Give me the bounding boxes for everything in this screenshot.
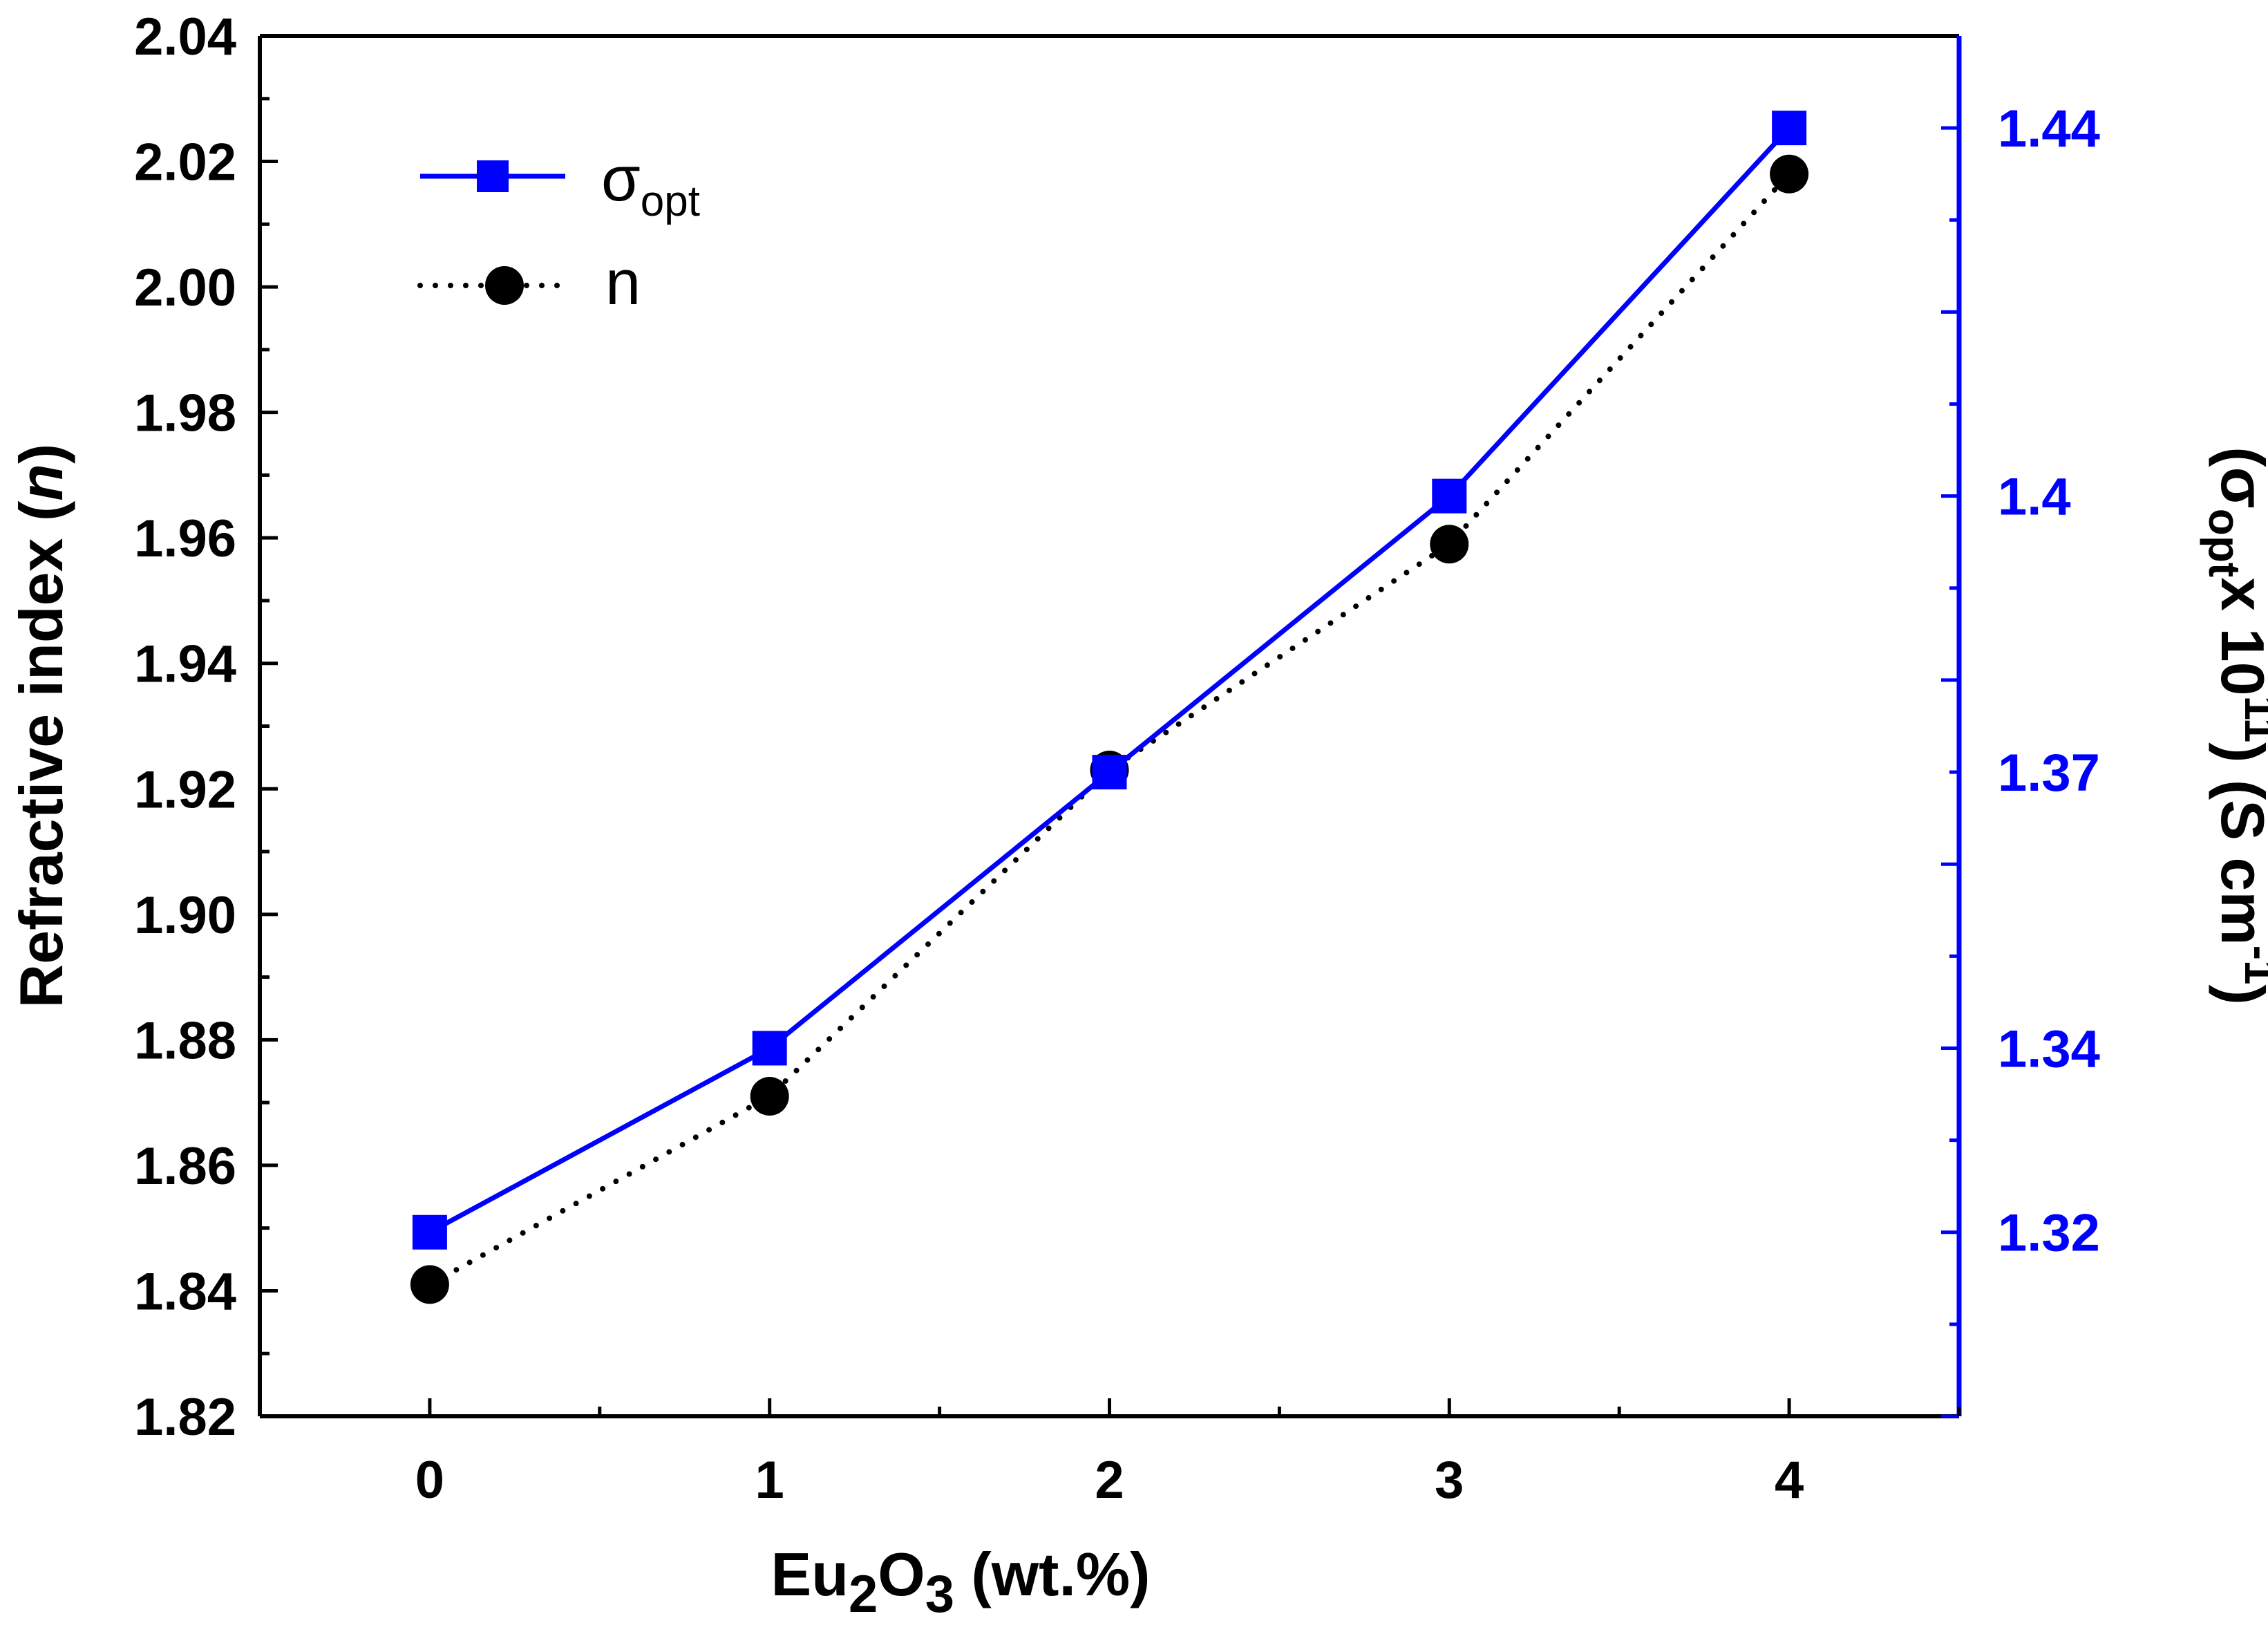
x-tick-label: 1 [755, 1451, 784, 1510]
series-layer [410, 111, 1809, 1304]
sigma-opt-point [752, 1031, 787, 1066]
n-point [750, 1077, 789, 1116]
x-tick-label: 0 [415, 1451, 444, 1510]
n-point [1770, 154, 1809, 194]
x-title-sub1: 2 [849, 1565, 878, 1624]
x-tick-label: 2 [1095, 1451, 1124, 1510]
x-tick-label: 4 [1775, 1451, 1804, 1510]
y-left-title: Refractive index (n) [7, 444, 75, 1008]
y-left-tick-label: 1.82 [134, 1388, 236, 1447]
y-right-title: (σoptx 1011) (S cm-1) [2200, 447, 2268, 1005]
y-left-tick-label: 1.94 [134, 635, 236, 694]
sigma-opt-point [412, 1214, 447, 1250]
y-right-title-sup2: -1 [2236, 946, 2268, 985]
y-left-tick-label: 2.00 [134, 259, 236, 317]
y-right-title-close: ) [2209, 984, 2268, 1004]
legend-sigma-label: σopt [601, 144, 700, 225]
y-left-tick-label: 1.98 [134, 384, 236, 443]
y-left-tick-label: 1.86 [134, 1137, 236, 1196]
legend-sigma-marker [477, 160, 509, 192]
x-title-mid: O [878, 1540, 925, 1608]
legend-n-label: n [605, 247, 641, 318]
y-right-title-mid: x 10 [2209, 577, 2268, 695]
y-right-tick-label: 1.37 [1998, 744, 2100, 802]
y-left-title-end: ) [7, 444, 75, 464]
y-right-title-sup: 11 [2236, 696, 2268, 743]
n-point [1430, 525, 1469, 564]
sigma-opt-point [1092, 755, 1127, 790]
y-right-title-sub: opt [2200, 509, 2249, 578]
y-right-tick-label: 1.4 [1998, 468, 2071, 527]
x-title: Eu2O3 (wt.%) [771, 1540, 1151, 1624]
y-right-tick-label: 1.32 [1998, 1204, 2100, 1263]
sigma-opt-point [1432, 478, 1467, 514]
y-right-title-unit: ) (S cm [2209, 742, 2268, 945]
x-tick-label: 3 [1435, 1451, 1464, 1510]
y-left-tick-label: 1.96 [134, 509, 236, 568]
legend-sigma-sub: opt [641, 178, 700, 225]
y-right-tick-label: 1.34 [1998, 1020, 2100, 1078]
y-left-tick-label: 2.04 [134, 8, 236, 66]
y-right-title-open: (σ [2209, 447, 2268, 509]
y-left-title-text: Refractive index ( [7, 500, 75, 1008]
y-right-tick-label: 1.44 [1998, 100, 2100, 158]
y-left-tick-label: 1.88 [134, 1011, 236, 1070]
y-left-title-italic: n [7, 464, 75, 501]
legend: σopt n [417, 144, 700, 318]
y-left-tick-label: 1.92 [134, 760, 236, 819]
sigma-opt-point [1772, 111, 1807, 146]
x-title-base: Eu [771, 1540, 849, 1608]
y-left-tick-label: 2.02 [134, 133, 236, 192]
x-title-tail: (wt.%) [954, 1540, 1151, 1608]
legend-sigma-name: σ [601, 144, 641, 214]
legend-n-marker [485, 266, 524, 305]
ticks-layer: 1.82 1.84 1.86 1.88 1.90 1.92 1.94 1.96 1.98 2.00… [134, 8, 2100, 1510]
y-left-tick-label: 1.90 [134, 886, 236, 945]
n-series-line [426, 171, 1793, 1288]
n-point [410, 1265, 449, 1304]
y-left-tick-label: 1.84 [134, 1262, 236, 1321]
x-title-sub2: 3 [925, 1565, 954, 1624]
